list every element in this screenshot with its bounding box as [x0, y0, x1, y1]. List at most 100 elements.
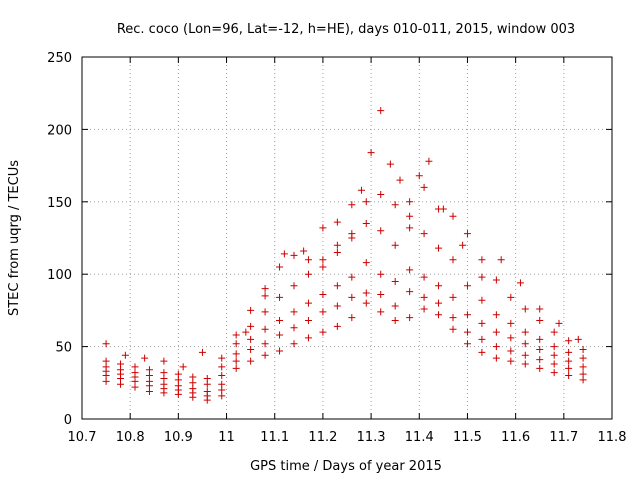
data-point	[160, 357, 168, 365]
data-point	[348, 234, 356, 242]
data-point	[333, 322, 341, 330]
x-tick-labels: 10.7 10.8 10.9 11 11.1 11.2 11.3 11.4 11.5 11.6 11…	[68, 430, 627, 445]
data-point	[261, 340, 269, 348]
data-point	[261, 308, 269, 316]
data-point	[247, 306, 255, 314]
data-point	[449, 256, 457, 264]
data-point	[247, 335, 255, 343]
series-track-6	[102, 107, 582, 371]
chart-title: Rec. coco (Lon=96, Lat=-12, h=HE), days …	[117, 22, 575, 37]
data-point	[516, 279, 524, 287]
data-point	[435, 244, 443, 252]
data-point	[406, 224, 414, 232]
data-point	[521, 328, 529, 336]
data-point	[449, 325, 457, 333]
x-tick-label: 11.6	[501, 430, 530, 445]
data-point	[492, 311, 500, 319]
data-point	[218, 354, 226, 362]
y-tick-labels: 0 50 100 150 200 250	[47, 51, 72, 428]
data-point	[121, 351, 129, 359]
data-point	[304, 299, 312, 307]
x-tick-label: 11.4	[405, 430, 434, 445]
data-point	[521, 305, 529, 313]
data-point	[377, 191, 385, 199]
data-point	[218, 372, 226, 380]
y-tick-label: 150	[47, 196, 72, 211]
data-point	[463, 340, 471, 348]
data-point	[232, 350, 240, 358]
data-point	[420, 230, 428, 238]
data-point	[357, 186, 365, 194]
data-point	[232, 331, 240, 339]
data-point	[463, 230, 471, 238]
data-point	[141, 354, 149, 362]
data-point	[319, 224, 327, 232]
data-point	[247, 345, 255, 353]
data-point	[232, 340, 240, 348]
data-point	[377, 107, 385, 115]
data-point	[198, 348, 206, 356]
data-point	[348, 293, 356, 301]
data-point	[492, 343, 500, 351]
data-point	[492, 328, 500, 336]
data-point	[478, 256, 486, 264]
data-point	[391, 241, 399, 249]
data-point	[478, 273, 486, 281]
data-point	[521, 340, 529, 348]
data-point	[319, 256, 327, 264]
data-point	[290, 340, 298, 348]
x-tick-label: 11.5	[453, 430, 482, 445]
data-point	[406, 266, 414, 274]
data-point	[276, 293, 284, 301]
data-point	[261, 292, 269, 300]
data-point	[160, 369, 168, 377]
data-point	[492, 354, 500, 362]
data-point	[377, 227, 385, 235]
data-point	[521, 351, 529, 359]
data-point	[117, 360, 125, 368]
data-point	[449, 293, 457, 301]
data-point	[435, 282, 443, 290]
data-point	[406, 198, 414, 206]
data-point	[478, 335, 486, 343]
data-point	[276, 331, 284, 339]
data-point	[435, 311, 443, 319]
data-point	[463, 282, 471, 290]
data-point	[276, 263, 284, 271]
data-point	[261, 325, 269, 333]
data-point	[565, 357, 573, 365]
data-point	[348, 201, 356, 209]
gridlines	[82, 57, 612, 419]
data-point	[218, 380, 226, 388]
x-tick-label: 11.2	[308, 430, 337, 445]
data-point	[319, 290, 327, 298]
x-tick-label: 11.3	[357, 430, 386, 445]
data-point	[391, 302, 399, 310]
data-point	[319, 308, 327, 316]
data-point	[102, 340, 110, 348]
axis-ticks	[81, 56, 613, 420]
data-point	[333, 218, 341, 226]
data-point	[449, 314, 457, 322]
data-point	[319, 328, 327, 336]
data-point	[574, 335, 582, 343]
data-point	[536, 356, 544, 364]
data-point	[536, 317, 544, 325]
y-tick-label: 200	[47, 123, 72, 138]
data-point	[425, 157, 433, 165]
x-tick-label: 10.7	[68, 430, 97, 445]
data-point	[415, 172, 423, 180]
data-point	[290, 251, 298, 259]
data-point	[333, 241, 341, 249]
data-point	[492, 276, 500, 284]
data-point	[536, 335, 544, 343]
series-track-5	[102, 183, 587, 382]
data-point	[362, 198, 370, 206]
data-point	[362, 299, 370, 307]
data-point	[145, 366, 153, 374]
data-point	[333, 248, 341, 256]
data-point	[420, 183, 428, 191]
data-point	[420, 293, 428, 301]
data-point	[131, 363, 139, 371]
data-point	[319, 263, 327, 271]
